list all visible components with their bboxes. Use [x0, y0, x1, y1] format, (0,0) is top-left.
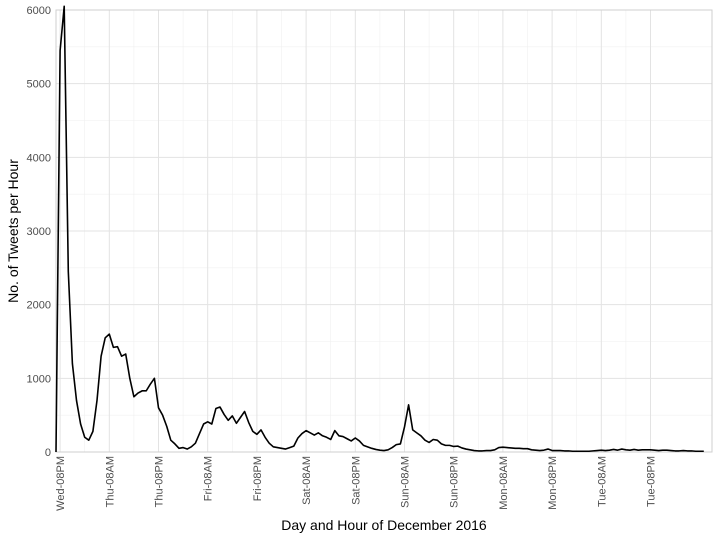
x-tick-label: Fri-08PM — [252, 456, 264, 501]
x-tick-label: Fri-08AM — [203, 456, 215, 501]
x-axis: Wed-08PM Thu-08AM Thu-08PM Fri-08AM Fri-08PM… — [55, 456, 657, 511]
x-tick-label: Sat-08AM — [301, 456, 313, 505]
y-tick-label: 0 — [45, 447, 51, 459]
x-tick-label: Thu-08PM — [154, 456, 166, 507]
y-tick-label: 3000 — [27, 226, 51, 238]
series-line-1 — [55, 5, 704, 453]
x-tick-label: Mon-08PM — [547, 456, 559, 510]
series-group — [55, 5, 704, 453]
y-tick-label: 6000 — [27, 5, 51, 17]
y-tick-label: 5000 — [27, 79, 51, 91]
x-tick-label: Sat-08PM — [350, 456, 362, 505]
y-tick-label: 1000 — [27, 373, 51, 385]
x-tick-label: Tue-08PM — [646, 456, 658, 507]
x-tick-label: Sun-08PM — [449, 456, 461, 508]
x-axis-title: Day and Hour of December 2016 — [281, 517, 487, 533]
panel-border — [55, 9, 713, 453]
x-tick-label: Wed-08PM — [55, 456, 67, 511]
y-axis: 0 1000 2000 3000 4000 5000 6000 — [27, 5, 51, 459]
x-tick-label: Sun-08AM — [400, 456, 412, 508]
grid — [55, 9, 713, 453]
y-axis-title: No. of Tweets per Hour — [5, 159, 21, 303]
y-tick-label: 2000 — [27, 300, 51, 312]
x-tick-label: Thu-08AM — [104, 456, 116, 507]
x-tick-label: Mon-08AM — [498, 456, 510, 510]
y-tick-label: 4000 — [27, 152, 51, 164]
x-tick-label: Tue-08AM — [596, 456, 608, 507]
